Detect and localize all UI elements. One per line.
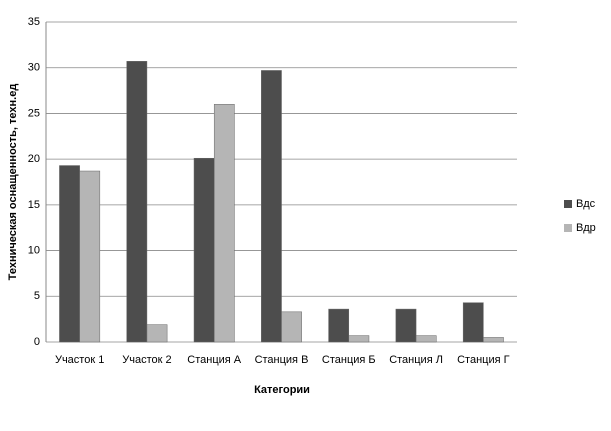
y-axis-label: Техническая оснащенность, техн.ед bbox=[7, 84, 19, 281]
bar bbox=[213, 104, 235, 343]
x-tick-label: Участок 1 bbox=[55, 354, 104, 366]
y-tick-label: 10 bbox=[28, 244, 40, 256]
bar bbox=[462, 302, 484, 343]
x-tick-label: Станция Л bbox=[389, 354, 443, 366]
x-tick-label: Станция Г bbox=[457, 354, 510, 366]
y-tick-label: 35 bbox=[28, 16, 40, 28]
x-tick-label: Станция Б bbox=[322, 354, 376, 366]
x-tick-label: Участок 2 bbox=[122, 354, 171, 366]
bar bbox=[415, 335, 437, 343]
legend-swatch bbox=[564, 200, 572, 208]
y-tick-label: 20 bbox=[28, 153, 40, 165]
y-tick-label: 30 bbox=[28, 62, 40, 74]
bar bbox=[59, 165, 80, 343]
bar bbox=[348, 335, 370, 343]
x-tick-label: Станция А bbox=[187, 354, 242, 366]
bar bbox=[328, 308, 350, 343]
x-tick-label: Станция В bbox=[255, 354, 309, 366]
bar bbox=[483, 337, 504, 343]
y-tick-label: 15 bbox=[28, 199, 40, 211]
bar bbox=[79, 170, 101, 343]
y-tick-label: 25 bbox=[28, 107, 40, 119]
y-tick-label: 0 bbox=[34, 336, 40, 348]
x-axis-label: Категории bbox=[254, 384, 310, 396]
legend-swatch bbox=[564, 224, 572, 232]
legend-label: Вдр bbox=[576, 222, 596, 234]
bar bbox=[395, 308, 417, 343]
bar bbox=[126, 61, 148, 343]
y-tick-label: 5 bbox=[34, 290, 40, 302]
legend-label: Вдс bbox=[576, 198, 596, 210]
bar bbox=[193, 157, 215, 343]
bar bbox=[146, 324, 168, 343]
bar bbox=[261, 70, 282, 343]
bar bbox=[281, 311, 302, 343]
